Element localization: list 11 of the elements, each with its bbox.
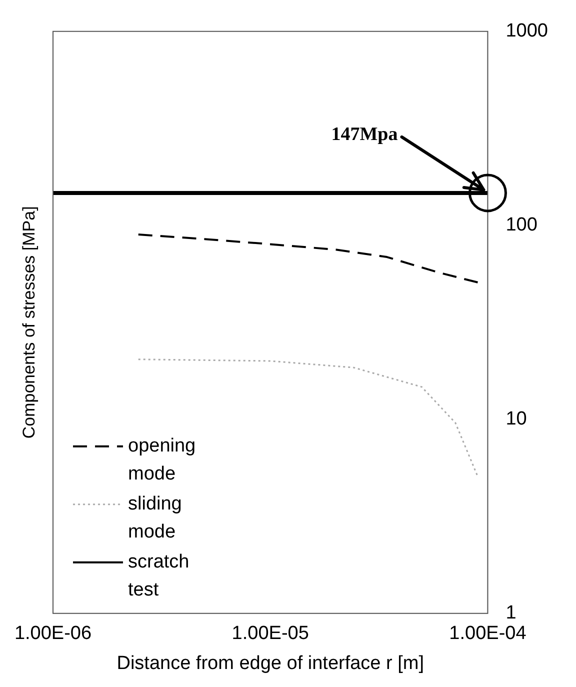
annotation: 147Mpa — [331, 124, 398, 145]
y-tick-label: 100 — [506, 214, 538, 236]
y-axis-title: Components of stresses [MPa] — [20, 206, 39, 439]
y-tick-label: 10 — [506, 408, 527, 430]
x-tick-label: 1.00E-04 — [449, 623, 527, 644]
y-tick-label: 1000 — [506, 20, 548, 42]
x-tick-label: 1.00E-05 — [232, 623, 309, 644]
x-tick-label: 1.00E-06 — [14, 623, 92, 644]
y-tick-label: 1 — [506, 602, 516, 624]
legend-label: scratch test — [128, 552, 190, 601]
x-axis-title: Distance from edge of interface r [m] — [116, 652, 424, 674]
